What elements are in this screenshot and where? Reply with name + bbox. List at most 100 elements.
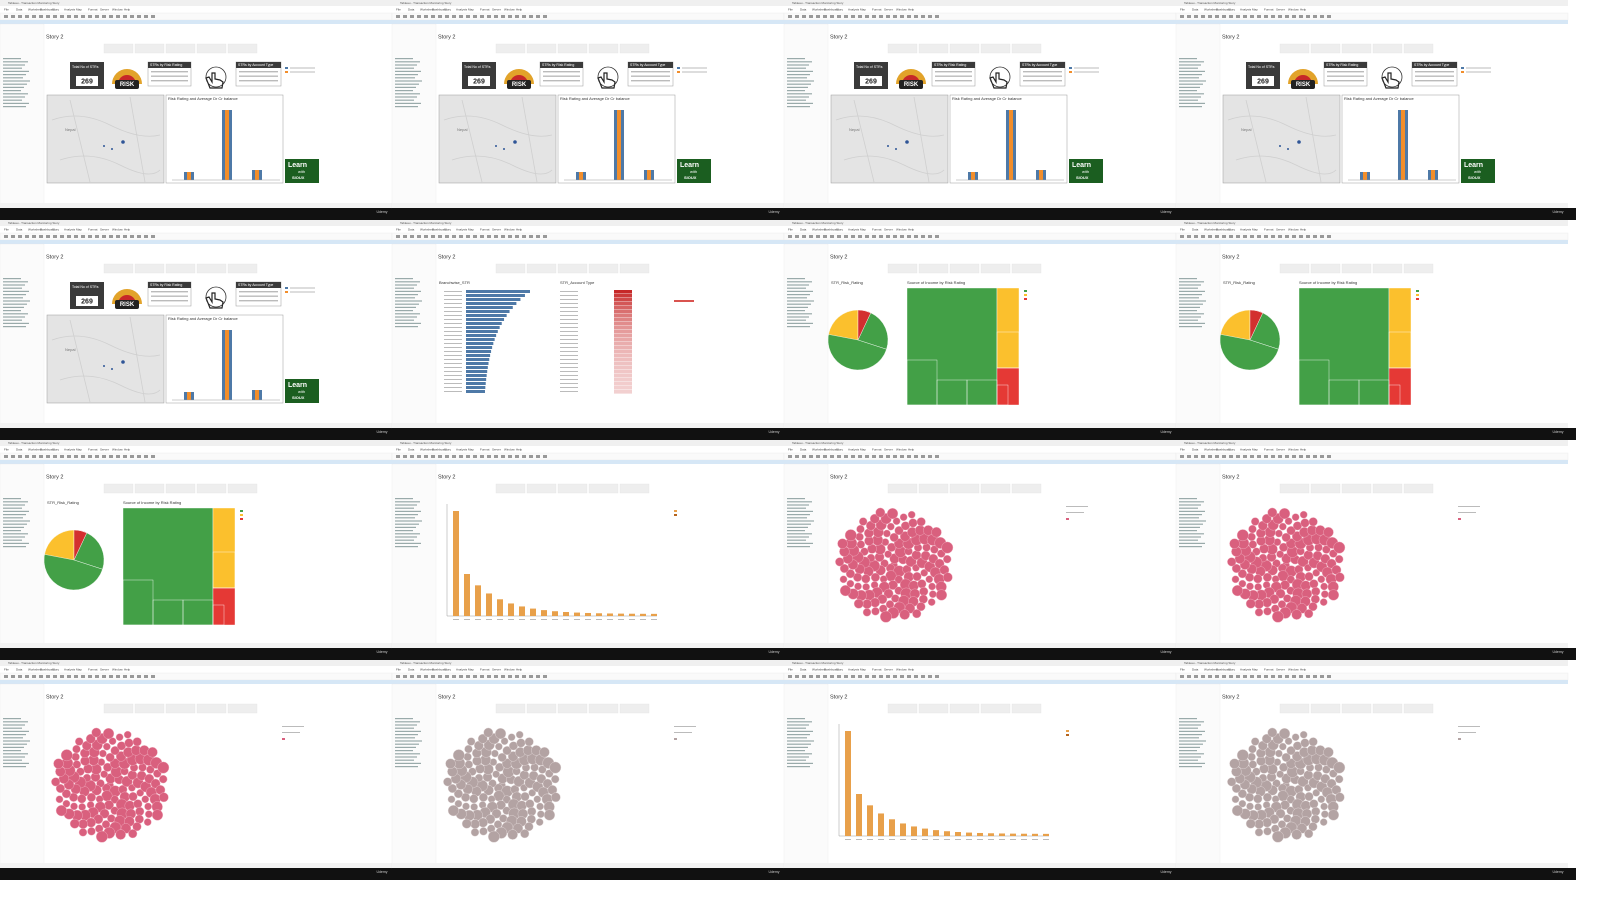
heat-label [560, 299, 578, 300]
tool-icon [53, 15, 57, 18]
bubble [105, 752, 115, 762]
tool-icon [1222, 15, 1226, 18]
heat-label [560, 323, 578, 324]
field-item [395, 718, 413, 720]
tool-icon [1180, 15, 1184, 18]
tool-icon [1250, 235, 1254, 238]
heat-label [560, 315, 578, 316]
field-item [3, 297, 23, 299]
legend-line [1458, 726, 1480, 727]
field-item [1179, 300, 1206, 302]
bubble [920, 569, 928, 577]
bubble [159, 775, 168, 784]
tool-icon [872, 455, 876, 458]
tool-icon [396, 675, 400, 678]
status-bar [784, 863, 1176, 868]
bubble [1245, 598, 1256, 609]
story-point [165, 263, 196, 274]
bubble [116, 741, 126, 751]
menu-item: Help [1300, 447, 1307, 451]
video-strip [392, 868, 792, 880]
tool-icon [914, 455, 918, 458]
bubble [525, 799, 535, 809]
blue-strip [0, 240, 392, 244]
pareto-tick [1021, 839, 1027, 840]
field-item [3, 303, 27, 305]
bubble [935, 589, 948, 601]
tool-icon [4, 15, 8, 18]
kpi-label: Total No of STRs [72, 285, 99, 289]
branch-label [444, 299, 462, 300]
field-item [787, 86, 808, 88]
legend-swatch [677, 67, 680, 69]
map-point [103, 365, 105, 367]
tool-icon [424, 675, 428, 678]
menu-item: Map [1252, 667, 1258, 671]
tool-icon [1229, 675, 1233, 678]
learn-text: with [1474, 169, 1481, 174]
tool-icon [74, 455, 78, 458]
tool-icon [431, 235, 435, 238]
tool-icon [1236, 235, 1240, 238]
field-item [395, 737, 415, 739]
tool-icon [494, 455, 498, 458]
bubble [875, 507, 886, 518]
field-item [787, 501, 812, 503]
field-item [787, 290, 813, 292]
pareto-tick [955, 839, 961, 840]
menu-item: Help [516, 667, 523, 671]
field-item [395, 734, 418, 736]
screenshot: Tableau - Transaction Monitoring StoryFi… [1175, 220, 1576, 440]
bubble [884, 550, 892, 558]
bubble [526, 814, 536, 824]
menu-item: Analysis [456, 447, 468, 451]
bubble [1231, 805, 1244, 817]
video-strip [784, 208, 1184, 220]
menu-item: Map [860, 447, 866, 451]
story-point [619, 263, 650, 274]
heat-label [560, 307, 578, 308]
heat-label [560, 375, 578, 376]
story-point [103, 263, 134, 274]
branch-bar [466, 350, 492, 353]
pie-slice [1249, 312, 1281, 350]
heat-cell [614, 358, 632, 362]
field-item [395, 517, 415, 519]
blue-strip [0, 680, 392, 684]
menu-item: Help [908, 227, 915, 231]
screenshot: Tableau - Transaction Monitoring StoryFi… [1175, 440, 1576, 660]
field-item [787, 313, 812, 315]
kpi-value: 269 [81, 298, 93, 305]
menu-item: Map [468, 667, 474, 671]
bubble [899, 609, 910, 620]
story-point [1372, 263, 1403, 274]
story-point [227, 483, 258, 494]
story-point [557, 703, 588, 714]
heat-cell [614, 338, 632, 342]
bubble [51, 777, 61, 787]
tool-icon [1285, 15, 1289, 18]
field-item [1179, 90, 1197, 92]
field-item [787, 530, 805, 532]
bubble [837, 538, 848, 549]
bubble [835, 557, 845, 567]
tool-icon [543, 455, 547, 458]
tool-icon [1292, 455, 1296, 458]
branch-bar [466, 354, 491, 357]
status-bar [1176, 863, 1568, 868]
tool-icon [886, 235, 890, 238]
branch-bar [466, 342, 494, 345]
tool-icon [1285, 455, 1289, 458]
tool-icon [494, 675, 498, 678]
legend-swatch [285, 291, 288, 293]
menu-item: File [4, 447, 9, 451]
treemap-green [122, 507, 214, 626]
menu-item: Worksheet [420, 447, 434, 451]
branch-bar [466, 330, 498, 333]
branch-bar [466, 338, 495, 341]
tool-icon [795, 675, 799, 678]
menu-item: Window [112, 227, 124, 231]
bubble [1308, 517, 1318, 527]
title-bar [1176, 660, 1568, 666]
tool-icon [123, 455, 127, 458]
